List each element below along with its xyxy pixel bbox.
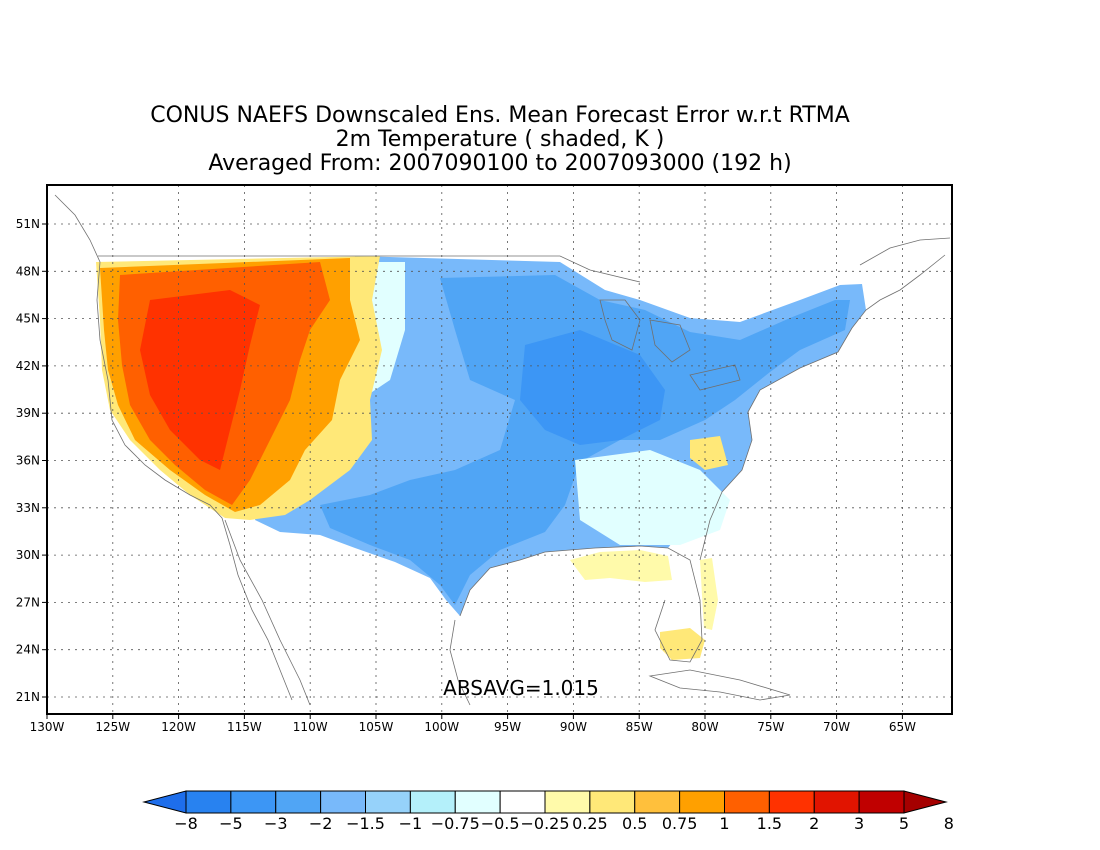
colorbar-swatch [724,790,770,814]
map-title-line-1: CONUS NAEFS Downscaled Ens. Mean Forecas… [150,103,850,128]
colorbar-swatch [768,790,815,814]
lon-tick-label: 75W [757,720,784,734]
lat-tick-label: 27N [16,595,40,609]
field-positive-peak [140,290,260,470]
gulf-coastline [459,545,703,663]
colorbar-low-arrow [142,790,187,814]
colorbar-label: 3 [854,814,864,833]
colorbar-label: 2 [809,814,819,833]
colorbar-swatch [858,790,905,814]
colorbar-swatch [320,790,366,814]
east-coastline [699,254,946,561]
lon-tick-label: 105W [359,720,394,734]
map-title-line-3: Averaged From: 2007090100 to 2007093000 … [208,151,792,176]
canada-border [98,255,641,283]
lon-tick-label: 85W [626,720,653,734]
colorbar-swatch [230,790,277,814]
lat-tick-label: 21N [16,690,40,704]
colorbar-label: −0.5 [481,814,520,833]
field-positive-florida [660,628,705,660]
field-negative-strong [520,330,665,445]
colorbar: −8 −5 −3 −2 −1.5 −1 −0.75 −0.5 −0.25 0.25 0.5 0.75 1… [142,790,954,833]
colorbar-label: −2 [309,814,333,833]
field-positive-carolinas [690,436,728,470]
lon-tick-label: 70W [823,720,850,734]
colorbar-label: −8 [174,814,198,833]
lat-tick-label: 51N [16,217,40,231]
colorbar-swatch [679,790,725,814]
colorbar-swatch [454,790,501,814]
lat-tick-label: 36N [16,454,40,468]
map-frame-border [46,184,953,715]
west-coastline [54,194,293,701]
colorbar-label: 1.5 [757,814,782,833]
colorbar-swatch [365,790,411,814]
colorbar-label: 5 [899,814,909,833]
colorbar-label: 0.5 [622,814,647,833]
lat-tick-label: 48N [16,264,40,278]
field-positive-florida-east [700,558,718,630]
lon-tick-label: 90W [560,720,587,734]
colorbar-label: 8 [944,814,954,833]
colorbar-label: 0.25 [572,814,608,833]
lon-tick-label: 95W [494,720,521,734]
axis-ticks: 130W 125W 120W 115W 110W 105W 100W 95W 90W 85W 80W… [16,217,916,734]
colorbar-swatch [275,790,322,814]
colorbar-swatch [544,790,591,814]
colorbar-swatch [589,790,636,814]
lon-tick-label: 120W [161,720,196,734]
map-coastlines [54,194,951,706]
mexico-coast [449,619,471,706]
lat-tick-label: 24N [16,643,40,657]
lat-tick-label: 30N [16,548,40,562]
lon-tick-label: 115W [227,720,262,734]
absavg-annotation: ABSAVG=1.015 [443,676,599,700]
colorbar-high-arrow [903,790,948,814]
lat-tick-label: 39N [16,406,40,420]
colorbar-swatch [185,790,232,814]
colorbar-swatch [813,790,860,814]
lon-tick-label: 65W [889,720,916,734]
lon-tick-label: 100W [424,720,459,734]
map-title-line-2: 2m Temperature ( shaded, K ) [335,127,665,152]
baja-peninsula [224,519,311,706]
field-near-zero-southeast [575,450,730,545]
colorbar-label: 0.75 [662,814,698,833]
lat-tick-label: 42N [16,359,40,373]
lon-tick-label: 110W [293,720,328,734]
colorbar-label: −1.5 [346,814,385,833]
field-positive-gulf [570,550,672,582]
colorbar-label: 1 [719,814,729,833]
colorbar-label: −0.25 [520,814,569,833]
lon-tick-label: 130W [30,720,65,734]
colorbar-swatch [499,790,546,814]
lat-tick-label: 33N [16,501,40,515]
great-lakes-outline [599,299,741,391]
cuba-outline [648,669,791,701]
colorbar-label: −0.75 [431,814,480,833]
colorbar-swatch [634,790,681,814]
colorbar-label: −3 [264,814,288,833]
map-field [96,256,866,660]
lon-tick-label: 125W [95,720,130,734]
colorbar-label: −5 [219,814,243,833]
colorbar-label: −1 [399,814,423,833]
lon-tick-label: 80W [691,720,718,734]
colorbar-swatch [409,790,456,814]
lat-tick-label: 45N [16,312,40,326]
canada-coast [859,237,951,266]
